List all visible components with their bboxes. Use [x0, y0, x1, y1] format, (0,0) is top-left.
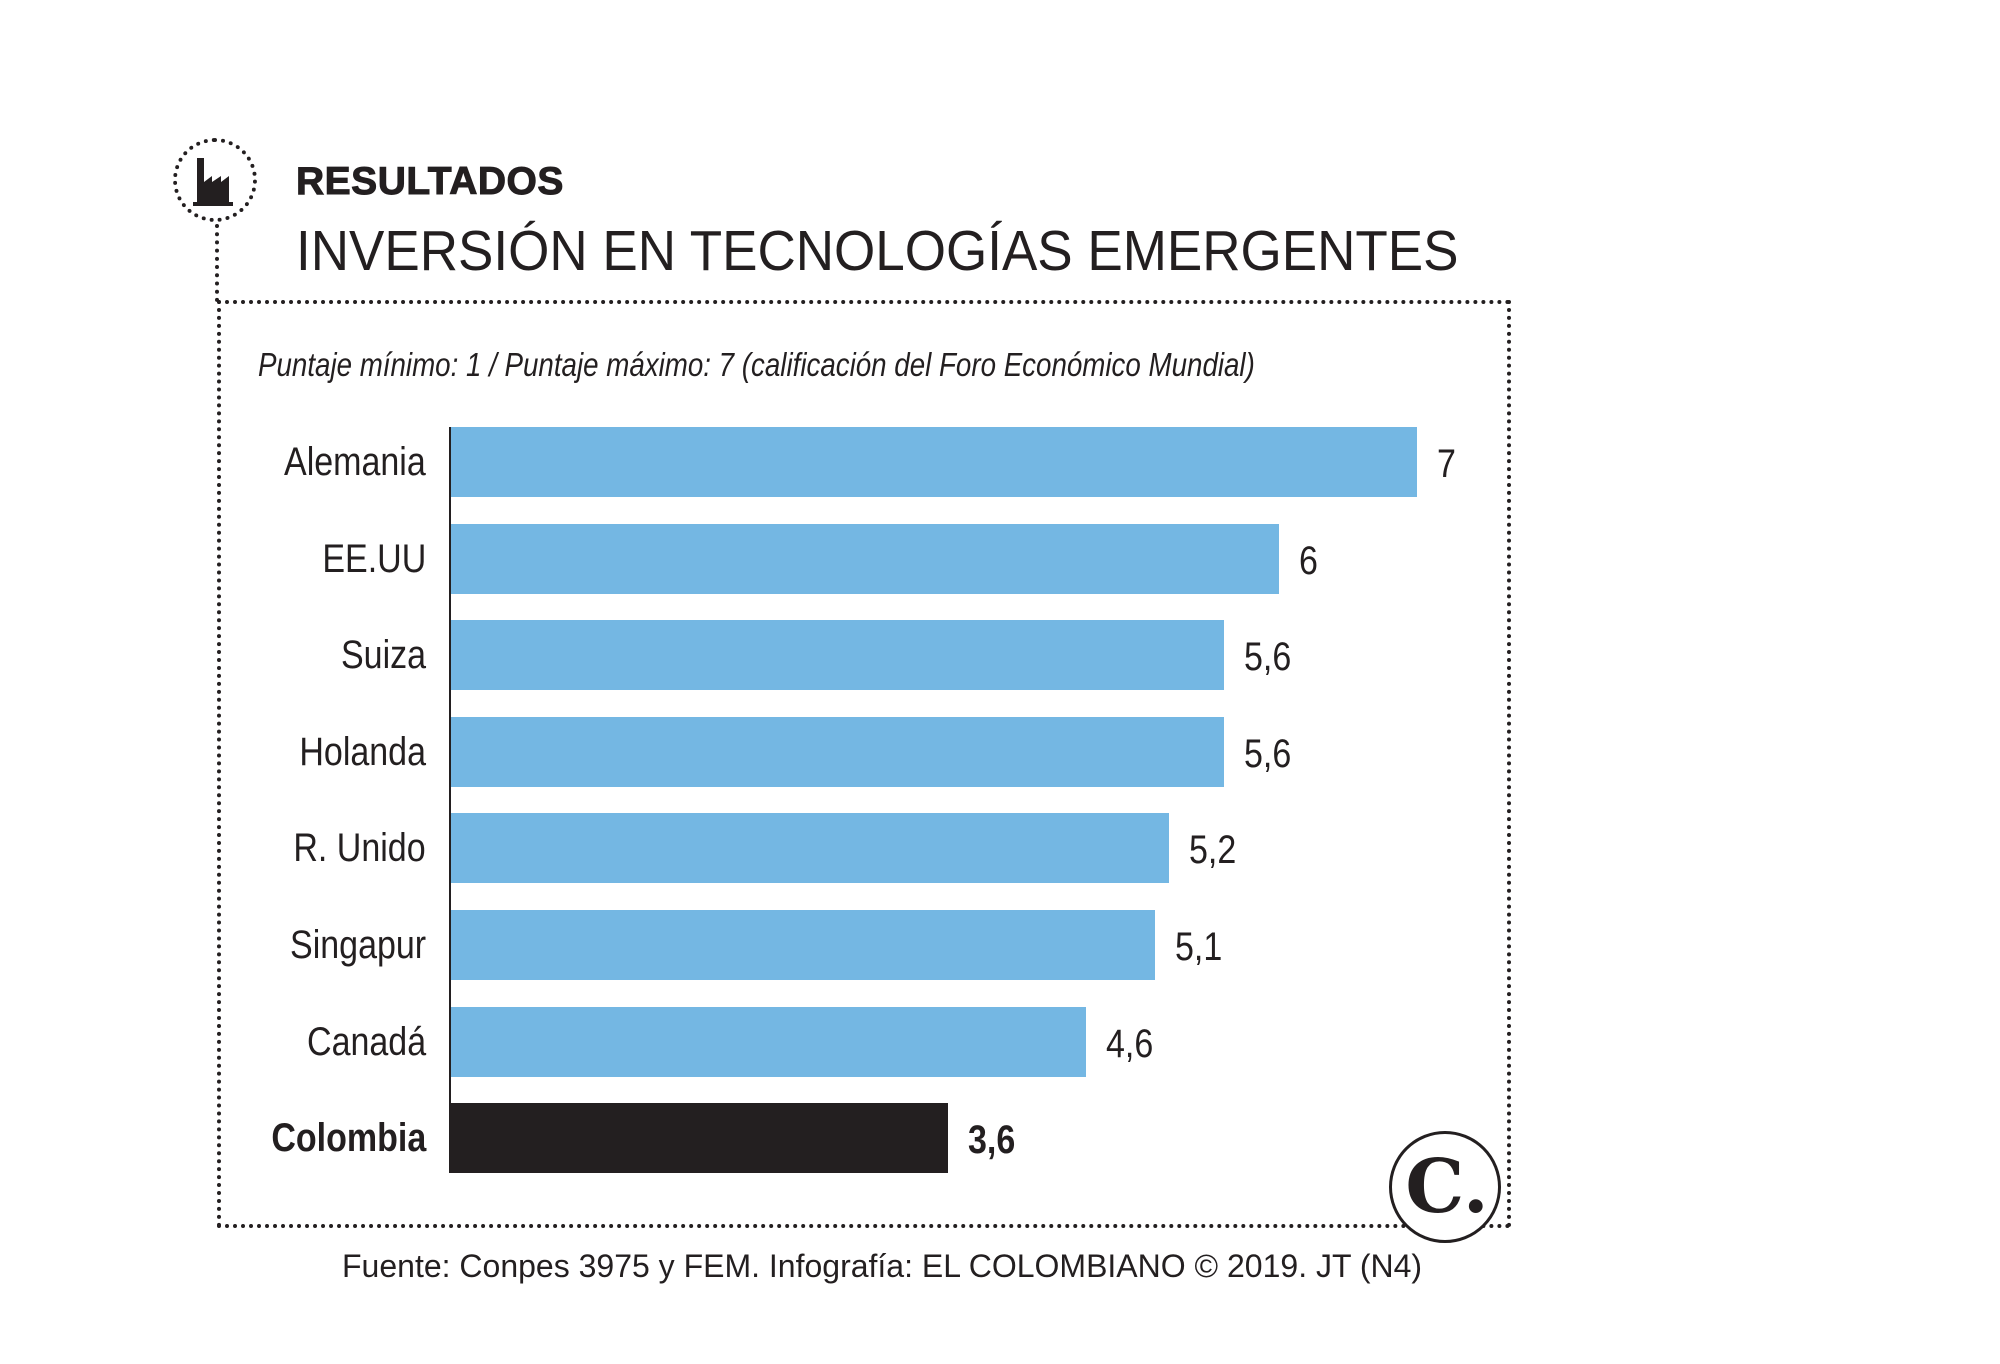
value-label: 5,2 [1188, 828, 1236, 873]
y-axis-line [449, 427, 451, 1173]
chart-title: INVERSIÓN EN TECNOLOGÍAS EMERGENTES [296, 219, 1459, 283]
value-label: 7 [1437, 442, 1456, 486]
category-label: Singapur [289, 923, 426, 967]
category-label: Suiza [340, 633, 426, 678]
bar [451, 716, 1224, 787]
bar [451, 620, 1224, 691]
bar [451, 910, 1155, 980]
value-label: 5,6 [1243, 731, 1292, 776]
category-label: Holanda [299, 729, 426, 774]
factory-icon [193, 158, 233, 206]
category-label: Alemania [284, 440, 426, 484]
category-label: Canadá [306, 1019, 426, 1064]
chart-frame [217, 300, 1511, 1228]
bar [451, 813, 1169, 884]
category-label: R. Unido [293, 826, 426, 871]
bar [451, 523, 1279, 594]
factory-icon-badge [173, 138, 257, 222]
logo-mark: C. [1405, 1144, 1489, 1230]
category-label: EE.UU [322, 536, 426, 581]
bar [451, 1006, 1086, 1077]
value-label: 6 [1299, 538, 1318, 583]
el-colombiano-logo: C. [1389, 1131, 1501, 1243]
category-label: Colombia [271, 1116, 426, 1161]
bar [451, 427, 1417, 497]
value-label: 4,6 [1105, 1021, 1154, 1066]
connector-line [215, 224, 219, 302]
chart-subtitle: Puntaje mínimo: 1 / Puntaje máximo: 7 (c… [258, 346, 1255, 383]
source-footer: Fuente: Conpes 3975 y FEM. Infografía: E… [342, 1248, 1423, 1284]
kicker: RESULTADOS [296, 160, 564, 204]
value-label: 5,6 [1243, 635, 1292, 680]
value-label: 3,6 [967, 1118, 1016, 1163]
bar [451, 1103, 948, 1174]
value-label: 5,1 [1174, 925, 1223, 969]
